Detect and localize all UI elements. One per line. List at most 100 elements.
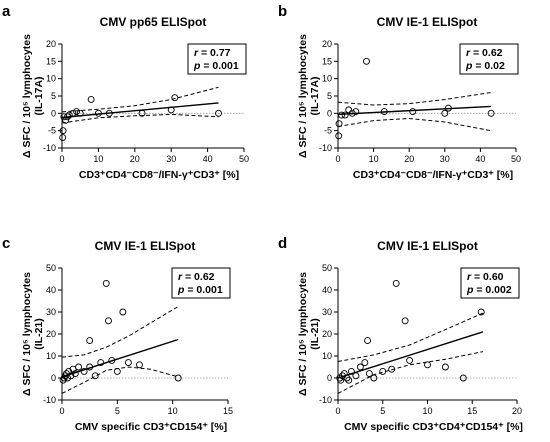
data-point (345, 376, 353, 384)
data-point (75, 363, 83, 371)
x-tick-label: 30 (166, 154, 176, 164)
regression-line (337, 331, 484, 379)
x-tick-label: 0 (59, 406, 64, 416)
chart-title: CMV IE-1 ELISpot (377, 239, 478, 253)
y-axis-label: Δ SFC / 10⁵ lymphocytes (21, 34, 33, 158)
data-point (356, 363, 364, 371)
x-tick-label: 5 (380, 406, 385, 416)
ci-upper-band (61, 306, 179, 358)
x-tick-label: 40 (475, 154, 485, 164)
stats-box (459, 43, 519, 75)
stat-p: p = 0.002 (466, 284, 512, 296)
data-point (174, 374, 182, 382)
data-point (343, 374, 351, 382)
data-point (401, 317, 409, 325)
y-tick-label: 0 (51, 373, 56, 383)
stat-r: r = 0.60 (467, 271, 504, 283)
data-point (339, 372, 346, 380)
data-point (124, 359, 132, 367)
x-tick-label: 15 (467, 406, 477, 416)
y-axis-label: Δ SFC / 10⁵ lymphocytes (297, 272, 309, 396)
data-point (171, 94, 179, 102)
data-point (65, 111, 73, 119)
stats-box (460, 267, 520, 299)
y-tick-label: -10 (43, 143, 56, 153)
y-tick-label: 40 (46, 285, 56, 295)
data-point (409, 108, 417, 116)
ci-upper-band (61, 86, 219, 113)
data-point (477, 308, 485, 316)
y-tick-label: -5 (48, 126, 56, 136)
panel-letter: a (2, 3, 11, 20)
x-tick-label: 0 (335, 154, 340, 164)
y-axis-label: Δ SFC / 10⁵ lymphocytes (21, 272, 33, 396)
stat-p: p = 0.001 (177, 284, 223, 296)
data-point (71, 370, 79, 378)
data-point (62, 370, 70, 378)
y-tick-label: 15 (322, 56, 332, 66)
data-point (352, 108, 360, 116)
x-tick-label: 0 (59, 154, 64, 164)
data-point (136, 361, 143, 369)
y-tick-label: 20 (322, 39, 332, 49)
data-point (113, 367, 121, 375)
chart-title: CMV IE-1 ELISpot (95, 239, 196, 253)
y-tick-label: -5 (324, 126, 332, 136)
x-axis-label: CMV specific CD3⁺CD4⁺CD154⁺ [%] (344, 421, 523, 433)
data-point (94, 109, 102, 117)
x-tick-label: 30 (440, 154, 450, 164)
y-tick-label: 10 (322, 74, 332, 84)
y-tick-label: 40 (322, 285, 332, 295)
data-point (352, 372, 360, 380)
data-point (444, 104, 452, 112)
data-point (459, 374, 467, 382)
stats-box (187, 43, 247, 75)
x-axis-label: CMV specific CD3⁺CD154⁺ [%] (75, 421, 227, 433)
y-tick-label: 10 (322, 351, 332, 361)
x-tick-label: 0 (335, 406, 340, 416)
y-axis-sublabel: (IL-17A) (33, 76, 45, 115)
y-tick-label: 50 (322, 263, 332, 273)
data-point (345, 106, 353, 114)
y-tick-label: 30 (322, 307, 332, 317)
ci-lower-band (61, 113, 219, 124)
data-point (64, 113, 71, 121)
y-tick-label: 0 (51, 108, 56, 118)
data-point (59, 134, 67, 142)
y-tick-label: -10 (319, 143, 332, 153)
stat-r: r = 0.62 (466, 47, 503, 59)
data-point (67, 372, 75, 380)
x-tick-label: 5 (115, 406, 120, 416)
panel-letter: b (278, 3, 287, 20)
data-point (80, 367, 88, 375)
data-point (348, 109, 356, 117)
regression-line (61, 102, 219, 119)
x-tick-label: 10 (369, 154, 379, 164)
data-point (335, 132, 343, 140)
stats-box (171, 267, 231, 299)
x-tick-label: 15 (223, 406, 233, 416)
ci-upper-band (337, 312, 484, 362)
data-point (215, 109, 222, 117)
x-axis-label: CD3⁺CD4⁻CD8⁻/IFN-γ⁺CD3⁺ [%] (79, 169, 239, 181)
data-point (65, 367, 73, 375)
data-point (363, 57, 370, 65)
regression-line (337, 105, 492, 116)
data-point (119, 308, 127, 316)
stat-r: r = 0.77 (194, 47, 231, 59)
data-point (69, 109, 77, 117)
panel-a: a CMV pp65 ELISpot -10 -5 0 5 10 15 20 0 10 20 30 40 5… (2, 3, 249, 181)
ci-lower-band (337, 351, 484, 394)
data-point (86, 363, 94, 371)
data-point (105, 317, 112, 325)
y-tick-label: 5 (51, 91, 56, 101)
y-axis-sublabel: (IL-17A) (309, 76, 321, 115)
x-tick-label: 50 (511, 154, 521, 164)
data-point (364, 337, 371, 345)
panel-letter: c (2, 235, 10, 252)
data-point (337, 376, 345, 384)
y-tick-label: 20 (46, 329, 56, 339)
y-tick-label: 5 (327, 91, 332, 101)
x-axis-label: CD3⁺CD4⁻CD8⁻/IFN-γ⁺CD3⁺ [%] (353, 169, 513, 181)
